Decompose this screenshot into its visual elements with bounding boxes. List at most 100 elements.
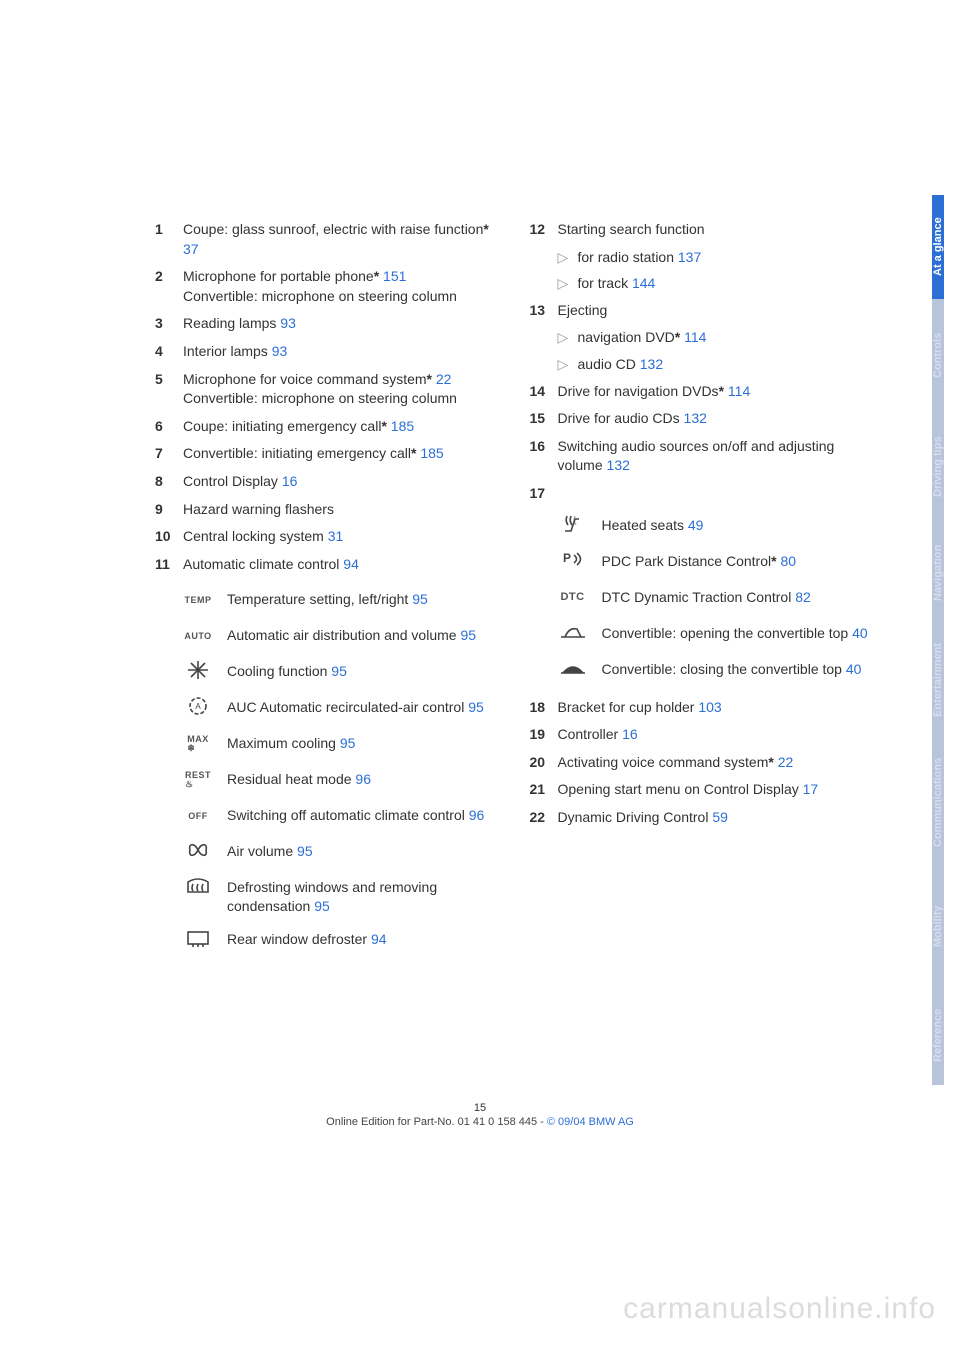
item-body: Coupe: glass sunroof, electric with rais… bbox=[183, 220, 506, 259]
defrost-icon bbox=[183, 876, 227, 900]
list-item: 22 Dynamic Driving Control 59 bbox=[530, 808, 881, 828]
close-icon bbox=[558, 658, 602, 682]
item-body: Central locking system 31 bbox=[183, 527, 506, 547]
item-number: 13 bbox=[530, 301, 558, 321]
list-item: 10 Central locking system 31 bbox=[155, 527, 506, 547]
sub-item: ▷ audio CD 132 bbox=[530, 355, 881, 375]
list-item: 2 Microphone for portable phone* 151Conv… bbox=[155, 267, 506, 306]
list-item: 15 Drive for audio CDs 132 bbox=[530, 409, 881, 429]
snow-icon bbox=[183, 660, 227, 684]
off-icon: OFF bbox=[183, 804, 227, 828]
tab-reference[interactable]: Reference bbox=[932, 985, 944, 1085]
tab-navigation[interactable]: Navigation bbox=[932, 523, 944, 623]
icon-row: AUTO Automatic air distribution and volu… bbox=[155, 624, 506, 648]
list-item: 5 Microphone for voice command system* 2… bbox=[155, 370, 506, 409]
item-body: Opening start menu on Control Display 17 bbox=[558, 780, 881, 800]
item-number: 7 bbox=[155, 444, 183, 464]
icon-row: Cooling function 95 bbox=[155, 660, 506, 684]
icon-row: Air volume 95 bbox=[155, 840, 506, 864]
tab-communications[interactable]: Communications bbox=[932, 737, 944, 867]
max-icon: MAX❄ bbox=[183, 732, 227, 756]
tab-driving tips[interactable]: Driving tips bbox=[932, 411, 944, 523]
list-item: 6 Coupe: initiating emergency call* 185 bbox=[155, 417, 506, 437]
tab-entertainment[interactable]: Entertainment bbox=[932, 623, 944, 737]
icon-row: Heated seats 49 bbox=[530, 514, 881, 538]
icon-row: Rear window defroster 94 bbox=[155, 928, 506, 952]
list-item: 17 bbox=[530, 484, 881, 504]
icon-text: Temperature setting, left/right 95 bbox=[227, 588, 506, 609]
item-number: 21 bbox=[530, 780, 558, 800]
item-body: Convertible: initiating emergency call* … bbox=[183, 444, 506, 464]
auto-icon: AUTO bbox=[183, 624, 227, 648]
svg-text:P: P bbox=[563, 551, 571, 565]
item-number: 5 bbox=[155, 370, 183, 409]
icon-row: Convertible: opening the convertible top… bbox=[530, 622, 881, 646]
item-number: 19 bbox=[530, 725, 558, 745]
sub-item: ▷ for radio station 137 bbox=[530, 248, 881, 268]
list-item: 1 Coupe: glass sunroof, electric with ra… bbox=[155, 220, 506, 259]
item-number: 15 bbox=[530, 409, 558, 429]
list-item: 14 Drive for navigation DVDs* 114 bbox=[530, 382, 881, 402]
item-number: 4 bbox=[155, 342, 183, 362]
page-number: 15 bbox=[0, 1102, 960, 1114]
list-item: 19 Controller 16 bbox=[530, 725, 881, 745]
open-icon bbox=[558, 622, 602, 646]
rear-icon bbox=[183, 928, 227, 952]
item-body: Ejecting bbox=[558, 301, 881, 321]
list-item: 13 Ejecting bbox=[530, 301, 881, 321]
item-body: Reading lamps 93 bbox=[183, 314, 506, 334]
svg-text:A: A bbox=[195, 702, 201, 711]
icon-text: Residual heat mode 96 bbox=[227, 768, 506, 789]
icon-text: PDC Park Distance Control* 80 bbox=[602, 550, 881, 571]
item-number: 16 bbox=[530, 437, 558, 476]
item-body: Activating voice command system* 22 bbox=[558, 753, 881, 773]
icon-text: DTC Dynamic Traction Control 82 bbox=[602, 586, 881, 607]
icon-row: Convertible: closing the convertible top… bbox=[530, 658, 881, 682]
triangle-icon: ▷ bbox=[558, 248, 578, 268]
tab-at a glance[interactable]: At a glance bbox=[932, 195, 944, 299]
list-item: 16 Switching audio sources on/off and ad… bbox=[530, 437, 881, 476]
item-number: 8 bbox=[155, 472, 183, 492]
item-body: Drive for audio CDs 132 bbox=[558, 409, 881, 429]
icon-text: Automatic air distribution and volume 95 bbox=[227, 624, 506, 645]
list-item: 21 Opening start menu on Control Display… bbox=[530, 780, 881, 800]
item-body: Bracket for cup holder 103 bbox=[558, 698, 881, 718]
item-number: 10 bbox=[155, 527, 183, 547]
left-column: 1 Coupe: glass sunroof, electric with ra… bbox=[155, 220, 506, 964]
icon-row: REST♨ Residual heat mode 96 bbox=[155, 768, 506, 792]
item-number: 1 bbox=[155, 220, 183, 259]
icon-text: Heated seats 49 bbox=[602, 514, 881, 535]
list-item: 11 Automatic climate control 94 bbox=[155, 555, 506, 575]
item-body: Automatic climate control 94 bbox=[183, 555, 506, 575]
list-item: 12 Starting search function bbox=[530, 220, 881, 240]
icon-row: P PDC Park Distance Control* 80 bbox=[530, 550, 881, 574]
seat-icon bbox=[558, 514, 602, 538]
triangle-icon: ▷ bbox=[558, 328, 578, 348]
sub-item: ▷ navigation DVD* 114 bbox=[530, 328, 881, 348]
triangle-icon: ▷ bbox=[558, 274, 578, 294]
item-number: 22 bbox=[530, 808, 558, 828]
item-body: Drive for navigation DVDs* 114 bbox=[558, 382, 881, 402]
item-number: 3 bbox=[155, 314, 183, 334]
list-item: 7 Convertible: initiating emergency call… bbox=[155, 444, 506, 464]
dtc-icon: DTC bbox=[558, 586, 602, 610]
footer-credit: Online Edition for Part-No. 01 41 0 158 … bbox=[326, 1116, 634, 1128]
page-footer: 15 Online Edition for Part-No. 01 41 0 1… bbox=[0, 1102, 960, 1128]
icon-row: DTC DTC Dynamic Traction Control 82 bbox=[530, 586, 881, 610]
icon-row: MAX❄ Maximum cooling 95 bbox=[155, 732, 506, 756]
pdc-icon: P bbox=[558, 550, 602, 574]
item-number: 9 bbox=[155, 500, 183, 520]
list-item: 3 Reading lamps 93 bbox=[155, 314, 506, 334]
auc-icon: A bbox=[183, 696, 227, 720]
item-number: 14 bbox=[530, 382, 558, 402]
icon-row: Defrosting windows and removing condensa… bbox=[155, 876, 506, 916]
item-body: Microphone for portable phone* 151Conver… bbox=[183, 267, 506, 306]
icon-text: Rear window defroster 94 bbox=[227, 928, 506, 949]
tab-mobility[interactable]: Mobility bbox=[932, 867, 944, 985]
sub-item: ▷ for track 144 bbox=[530, 274, 881, 294]
tab-controls[interactable]: Controls bbox=[932, 299, 944, 411]
icon-text: Convertible: opening the convertible top… bbox=[602, 622, 881, 643]
rest-icon: REST♨ bbox=[183, 768, 227, 792]
item-number: 2 bbox=[155, 267, 183, 306]
right-column: 12 Starting search function ▷ for radio … bbox=[530, 220, 881, 964]
